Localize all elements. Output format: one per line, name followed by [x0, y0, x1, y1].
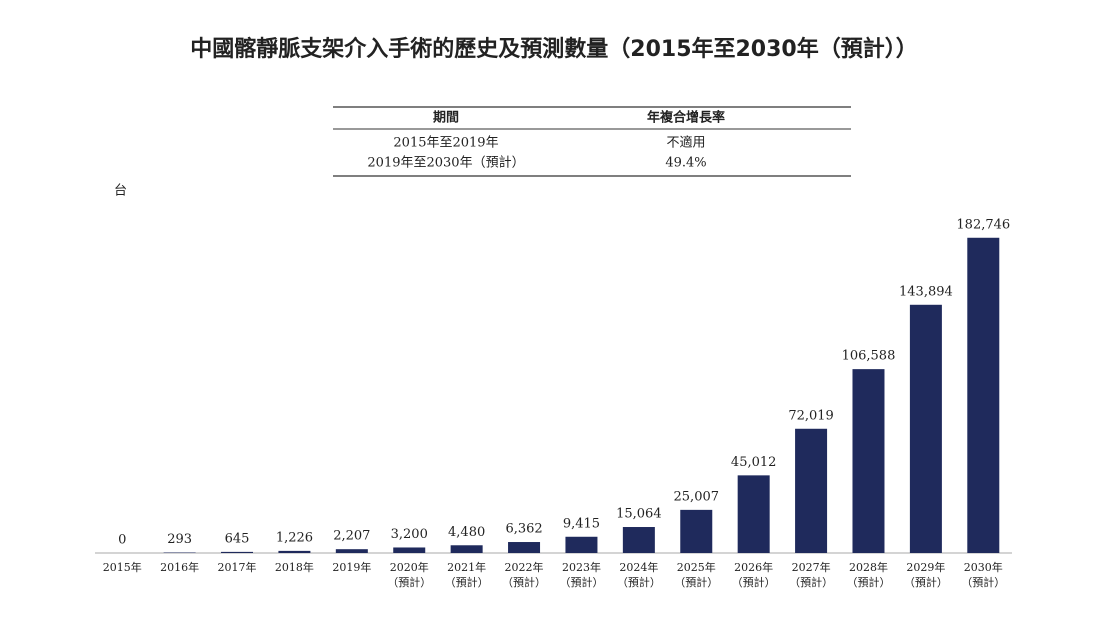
x-tick-label: 2026年	[734, 560, 773, 574]
x-tick-label: 2015年	[103, 560, 142, 574]
bar	[565, 536, 598, 553]
x-tick-label: 2029年	[906, 560, 945, 574]
x-tick-label: 2019年	[332, 560, 371, 574]
data-label: 2,207	[333, 529, 370, 544]
bar	[795, 428, 828, 553]
x-tick-sublabel: （預計）	[445, 575, 489, 589]
table-cell: 2019年至2030年（預計）	[367, 155, 524, 171]
bar	[622, 527, 655, 553]
table-cell: 2015年至2019年	[393, 136, 498, 151]
data-label: 72,019	[788, 408, 834, 423]
chart-title: 中國髂靜脈支架介入手術的歷史及預測數量（2015年至2030年（預計））	[190, 36, 917, 62]
bar	[278, 550, 311, 553]
x-tick-sublabel: （預計）	[387, 575, 431, 589]
bar	[737, 475, 770, 553]
bar	[680, 509, 713, 553]
table-cell: 不適用	[666, 135, 705, 151]
x-tick-label: 2027年	[792, 560, 831, 574]
data-label: 182,746	[956, 217, 1010, 232]
bar	[221, 551, 254, 553]
table-header: 期間	[433, 111, 459, 126]
data-label: 1,226	[276, 530, 313, 545]
x-tick-sublabel: （預計）	[732, 575, 776, 589]
bar	[163, 552, 196, 553]
x-tick-sublabel: （預計）	[789, 575, 833, 589]
x-tick-sublabel: （預計）	[674, 575, 718, 589]
table-cell: 49.4%	[665, 156, 706, 171]
y-unit: 台	[114, 184, 127, 199]
x-tick-label: 2016年	[160, 560, 199, 574]
bar	[335, 549, 368, 553]
bar	[450, 545, 483, 553]
data-label: 106,588	[842, 349, 896, 364]
x-tick-sublabel: （預計）	[904, 575, 948, 589]
bar	[508, 542, 541, 553]
x-tick-label: 2020年	[390, 560, 429, 574]
data-label: 25,007	[674, 489, 720, 504]
data-label: 45,012	[731, 455, 777, 470]
bar	[909, 304, 942, 553]
bar	[967, 237, 1000, 553]
bar	[852, 369, 885, 553]
x-tick-sublabel: （預計）	[846, 575, 890, 589]
data-label: 4,480	[448, 525, 485, 540]
x-tick-label: 2028年	[849, 560, 888, 574]
data-label: 15,064	[616, 507, 662, 522]
data-label: 9,415	[563, 516, 600, 531]
x-tick-label: 2025年	[677, 560, 716, 574]
data-label: 645	[225, 531, 250, 546]
data-label: 3,200	[391, 527, 428, 542]
x-tick-sublabel: （預計）	[617, 575, 661, 589]
x-tick-sublabel: （預計）	[502, 575, 546, 589]
data-label: 0	[118, 533, 126, 548]
data-label: 6,362	[505, 522, 542, 537]
data-label: 143,894	[899, 284, 953, 299]
table-header: 年複合增長率	[647, 110, 725, 126]
bar	[393, 547, 426, 553]
x-tick-label: 2021年	[447, 560, 486, 574]
x-tick-label: 2024年	[619, 560, 658, 574]
data-label: 293	[167, 532, 192, 547]
x-tick-label: 2018年	[275, 560, 314, 574]
x-tick-label: 2023年	[562, 560, 601, 574]
x-tick-sublabel: （預計）	[559, 575, 603, 589]
x-tick-label: 2022年	[505, 560, 544, 574]
x-tick-label: 2017年	[218, 560, 257, 574]
x-tick-label: 2030年	[964, 560, 1003, 574]
x-tick-sublabel: （預計）	[961, 575, 1005, 589]
